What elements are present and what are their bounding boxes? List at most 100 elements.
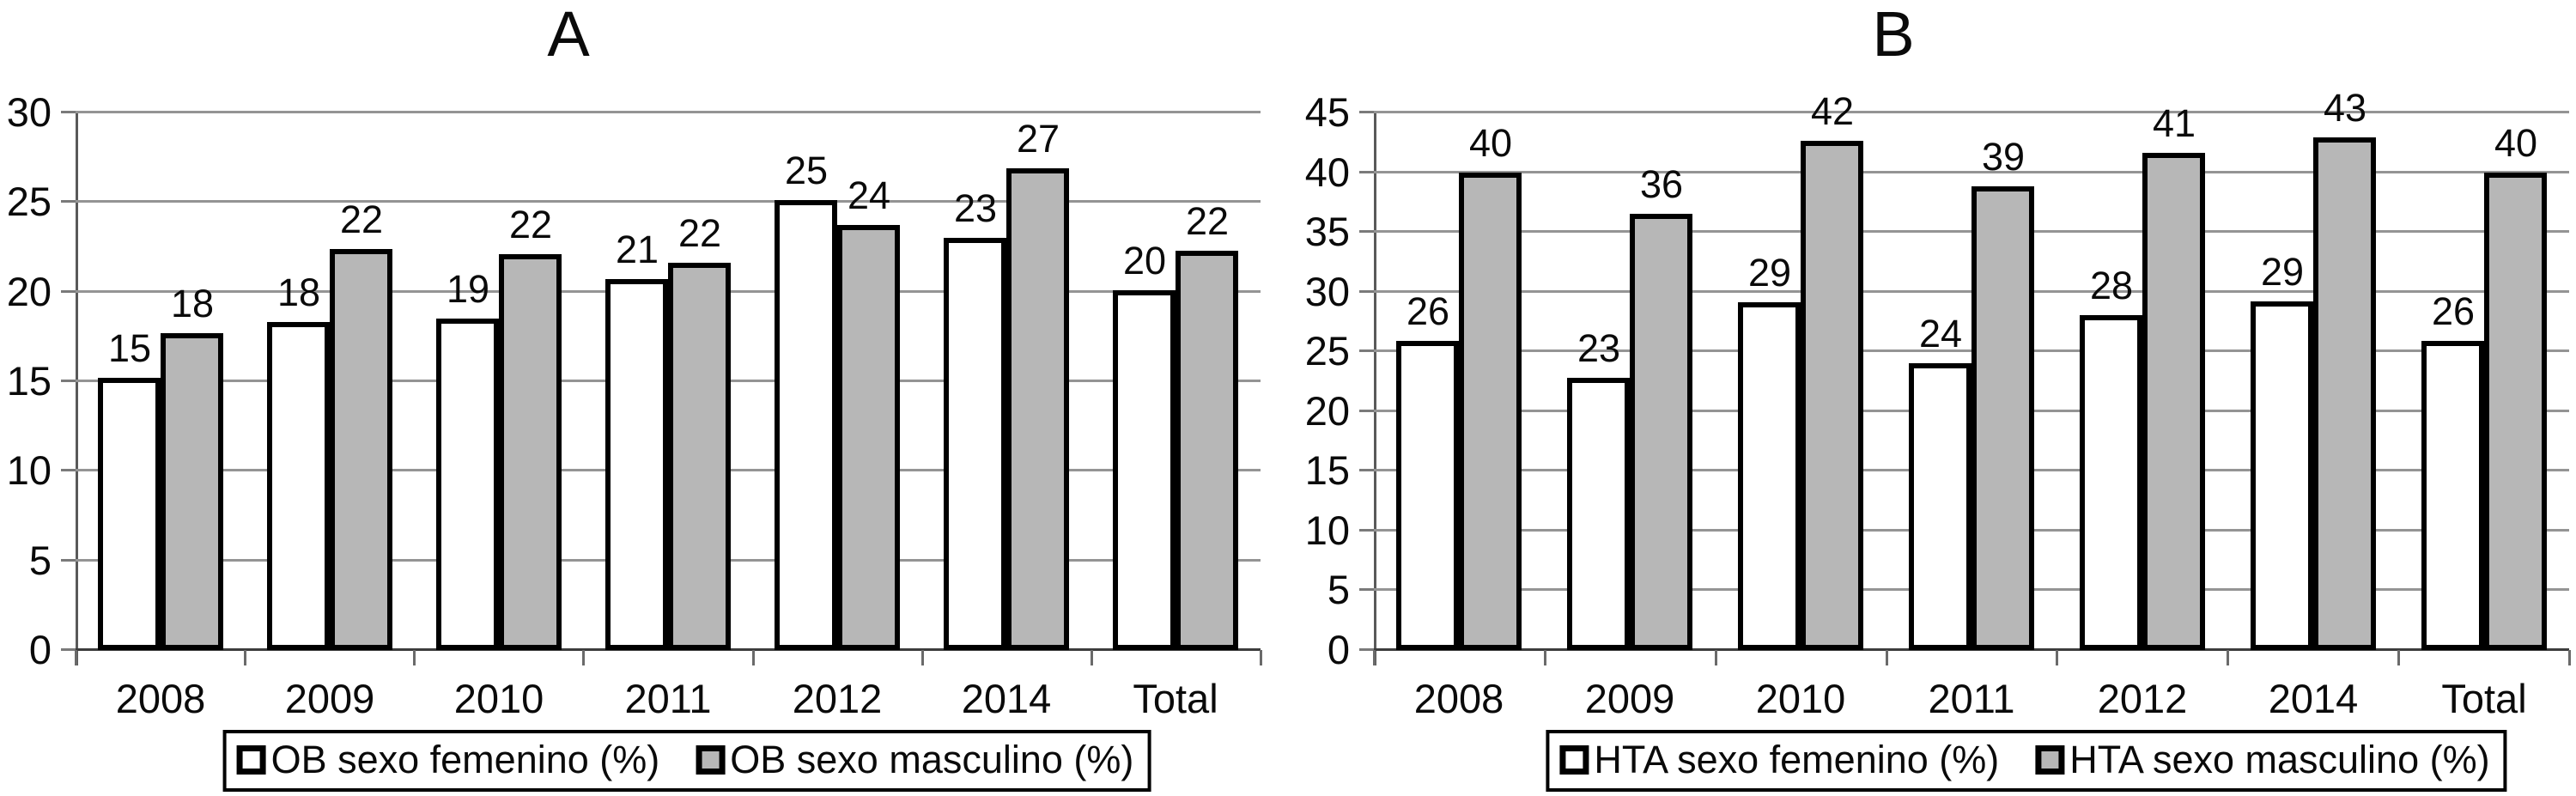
y-tick-label-30: 30: [1304, 269, 1350, 314]
x-axis-tick: [1886, 650, 1888, 665]
chart-b-y-axis-line: [1374, 111, 1376, 665]
y-tick-5: [1359, 588, 1374, 591]
gridline-y-40: [1374, 171, 2569, 173]
y-tick-label-35: 35: [1304, 209, 1350, 254]
x-label-2011: 2011: [624, 676, 712, 721]
x-label-2009: 2009: [1584, 676, 1675, 721]
chart-a-title: A: [547, 0, 590, 70]
gridline-y-30: [76, 111, 1261, 113]
bar-b-2008-masculino: [1459, 173, 1522, 650]
x-axis-tick: [1373, 650, 1376, 665]
bar-value-label: 24: [1918, 312, 1963, 355]
bar-a-2014-masculino: [1006, 168, 1069, 650]
y-tick-30: [1359, 290, 1374, 293]
bar-value-label: 19: [446, 267, 490, 311]
y-tick-15: [1359, 469, 1374, 471]
y-tick-20: [1359, 410, 1374, 412]
legend-swatch-icon: [236, 745, 266, 775]
x-label-2014: 2014: [2268, 676, 2359, 721]
y-tick-label-40: 40: [1304, 149, 1350, 195]
x-axis-tick: [413, 650, 416, 665]
x-axis-tick: [2568, 650, 2571, 665]
y-tick-25: [1359, 349, 1374, 352]
x-axis-tick: [244, 650, 246, 665]
bar-a-2011-masculino: [668, 263, 731, 650]
bar-value-label: 23: [953, 186, 998, 230]
y-tick-label-15: 15: [6, 358, 52, 404]
x-axis-tick: [752, 650, 755, 665]
x-label-2009: 2009: [284, 676, 375, 721]
legend-item-femenino: HTA sexo femenino (%): [1559, 739, 1999, 781]
y-tick-label-20: 20: [1304, 388, 1350, 434]
bar-value-label: 24: [847, 173, 891, 217]
y-tick-45: [1359, 111, 1374, 113]
legend-box: HTA sexo femenino (%) HTA sexo masculino …: [1546, 730, 2507, 792]
legend-label: OB sexo femenino (%): [270, 738, 660, 781]
y-tick-label-25: 25: [6, 179, 52, 224]
legend-swatch-icon: [1559, 745, 1589, 775]
bar-b-total-masculino: [2484, 173, 2547, 650]
bar-value-label: 15: [107, 326, 152, 370]
chart-a-plot-area: 0 5 10 15 20 25 30 2008 15 18 2009 18 22 2010 19 22 2011…: [7, 92, 1262, 720]
bar-b-2014-masculino: [2313, 137, 2376, 650]
gridline-y-45: [1374, 111, 2569, 113]
y-tick-40: [1359, 171, 1374, 173]
bar-value-label: 29: [2260, 250, 2305, 294]
y-tick-0: [1359, 648, 1374, 651]
y-tick-label-45: 45: [1304, 89, 1350, 135]
legend-label: HTA sexo masculino (%): [2069, 738, 2490, 781]
bar-value-label: 36: [1639, 162, 1684, 206]
x-label-total: Total: [2441, 676, 2527, 721]
legend-box: OB sexo femenino (%) OB sexo masculino (%…: [222, 730, 1151, 792]
bar-a-2010-femenino: [436, 319, 499, 650]
bar-b-2011-femenino: [1909, 363, 1971, 650]
bar-a-2009-masculino: [330, 249, 392, 650]
x-axis-tick: [921, 650, 924, 665]
bar-value-label: 40: [2494, 121, 2538, 165]
y-tick-label-20: 20: [6, 269, 52, 314]
x-axis-tick: [582, 650, 585, 665]
legend-label: OB sexo masculino (%): [730, 738, 1134, 781]
x-axis-tick: [2056, 650, 2058, 665]
bar-a-2008-femenino: [98, 378, 161, 650]
legend-item-masculino: HTA sexo masculino (%): [2035, 738, 2490, 781]
bar-value-label: 21: [615, 228, 659, 271]
bar-a-2008-masculino: [161, 333, 223, 650]
bar-a-2012-masculino: [837, 225, 900, 650]
y-tick-label-5: 5: [1327, 567, 1350, 612]
bar-value-label: 43: [2323, 86, 2367, 130]
bar-value-label: 27: [1016, 117, 1060, 161]
bar-a-2010-masculino: [499, 254, 562, 650]
bar-a-total-masculino: [1176, 251, 1238, 650]
bar-value-label: 22: [339, 197, 384, 241]
bar-a-total-femenino: [1113, 290, 1176, 650]
x-label-2012: 2012: [2097, 676, 2188, 721]
legend-item-masculino: OB sexo masculino (%): [696, 739, 1133, 781]
x-label-total: Total: [1133, 676, 1218, 721]
x-axis-tick: [2227, 650, 2229, 665]
x-label-2012: 2012: [792, 676, 883, 721]
bar-value-label: 39: [1981, 135, 2026, 179]
bar-b-2011-masculino: [1971, 186, 2034, 650]
bar-value-label: 41: [2152, 101, 2196, 145]
bar-value-label: 25: [784, 149, 829, 192]
legend-label: HTA sexo femenino (%): [1594, 738, 2000, 781]
y-tick-15: [61, 380, 76, 382]
bar-value-label: 28: [2089, 264, 2134, 307]
x-axis-tick: [2397, 650, 2400, 665]
bar-b-2009-femenino: [1567, 378, 1630, 650]
bar-value-label: 26: [1406, 289, 1450, 333]
bar-value-label: 20: [1122, 239, 1167, 283]
x-axis-tick: [1091, 650, 1093, 665]
chart-a-y-axis-line: [76, 111, 78, 665]
x-label-2011: 2011: [1928, 676, 2015, 721]
bar-value-label: 18: [276, 270, 321, 314]
bar-b-2012-femenino: [2080, 315, 2142, 650]
y-tick-label-30: 30: [6, 89, 52, 135]
bar-value-label: 26: [2431, 289, 2476, 333]
bar-value-label: 22: [1185, 199, 1230, 243]
y-tick-10: [1359, 529, 1374, 532]
legend-swatch-icon: [696, 745, 726, 775]
y-tick-35: [1359, 230, 1374, 233]
bar-b-2010-femenino: [1738, 302, 1801, 650]
